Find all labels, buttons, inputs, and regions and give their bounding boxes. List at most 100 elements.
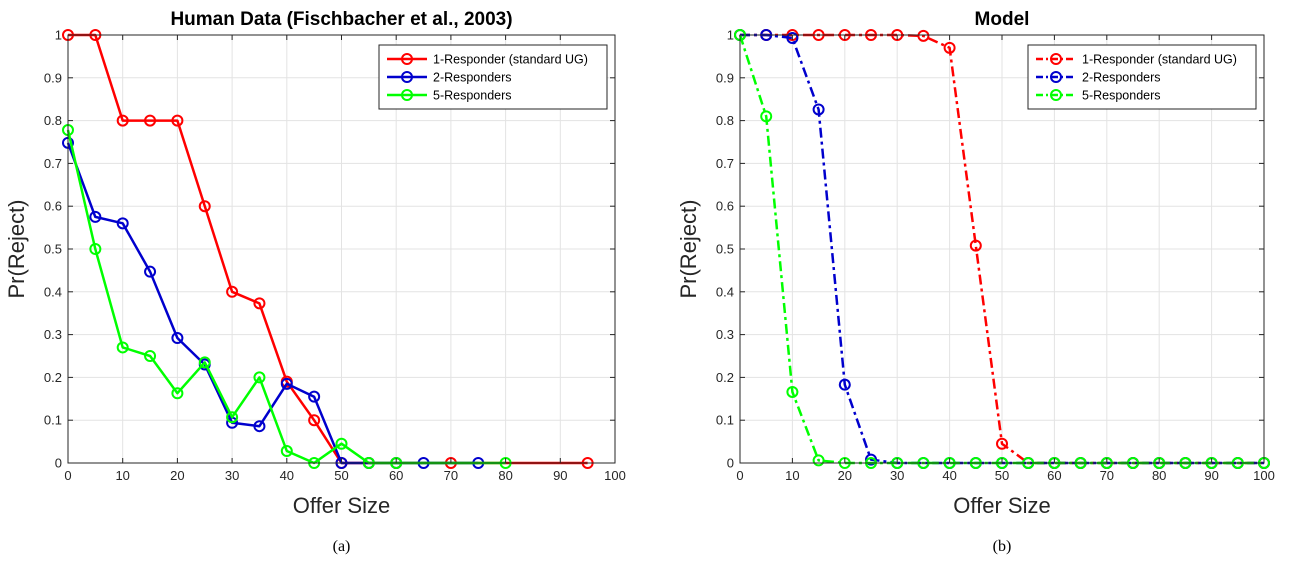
x-tick-label: 70 <box>444 468 458 483</box>
x-tick-label: 30 <box>225 468 239 483</box>
data-point <box>226 285 239 298</box>
x-tick-label: 80 <box>1152 468 1166 483</box>
x-tick-label: 70 <box>1100 468 1114 483</box>
data-point <box>253 297 266 310</box>
data-point <box>116 114 129 127</box>
data-point <box>917 29 930 42</box>
x-tick-label: 20 <box>838 468 852 483</box>
data-point <box>198 200 211 213</box>
data-point <box>144 114 157 127</box>
legend-marker <box>1050 89 1062 101</box>
data-point <box>144 350 157 362</box>
y-tick-label: 0 <box>727 456 734 471</box>
legend-marker <box>1050 53 1062 65</box>
data-point <box>943 41 956 54</box>
data-point <box>308 414 321 427</box>
x-axis-label: Offer Size <box>953 493 1050 518</box>
chart-title: Model <box>975 9 1030 30</box>
x-tick-label: 50 <box>995 468 1009 483</box>
data-point <box>308 390 321 403</box>
x-tick-label: 90 <box>553 468 567 483</box>
legend-entry-3: 5-Responders <box>433 89 512 103</box>
data-point <box>144 265 157 278</box>
figure-caption: (a) <box>333 538 351 555</box>
x-tick-label: 20 <box>170 468 184 483</box>
data-point <box>116 341 129 354</box>
data-point <box>89 210 102 223</box>
legend: 1-Responder (standard UG) 2-Responders 5-R… <box>1027 44 1257 110</box>
y-axis-label: Pr(Reject) <box>4 199 29 298</box>
chart-title: Human Data (Fischbacher et al., 2003) <box>170 9 512 30</box>
y-tick-label: 0.6 <box>44 199 62 214</box>
data-point <box>198 356 211 369</box>
x-tick-label: 100 <box>1253 468 1275 483</box>
data-point <box>226 411 239 424</box>
y-tick-label: 0.1 <box>44 413 62 428</box>
y-axis-label: Pr(Reject) <box>676 199 701 298</box>
data-point <box>116 217 129 230</box>
y-tick-label: 0 <box>55 456 62 471</box>
x-tick-label: 50 <box>334 468 348 483</box>
x-tick-label: 40 <box>280 468 294 483</box>
y-tick-label: 0.1 <box>716 413 734 428</box>
y-tick-label: 0.4 <box>716 284 734 299</box>
data-point <box>996 437 1008 450</box>
legend-marker <box>401 53 413 65</box>
data-point <box>253 420 266 433</box>
x-tick-label: 40 <box>942 468 956 483</box>
data-point <box>335 437 348 450</box>
legend-entry-3: 5-Responders <box>1082 89 1161 103</box>
y-tick-label: 0.3 <box>44 327 62 342</box>
data-point <box>812 454 825 467</box>
x-tick-label: 0 <box>736 468 743 483</box>
y-tick-label: 1 <box>727 28 734 43</box>
x-tick-label: 60 <box>389 468 403 483</box>
data-point <box>171 114 184 127</box>
data-point <box>786 31 799 44</box>
data-point <box>760 110 773 123</box>
data-point <box>253 371 266 384</box>
y-tick-label: 0.7 <box>44 156 62 171</box>
data-point <box>812 103 825 116</box>
y-tick-label: 0.3 <box>716 327 734 342</box>
data-point <box>838 378 851 391</box>
y-tick-label: 0.5 <box>716 242 734 257</box>
x-tick-label: 10 <box>785 468 799 483</box>
data-point <box>171 332 184 345</box>
data-point <box>786 385 799 398</box>
x-tick-label: 30 <box>890 468 904 483</box>
data-point <box>280 445 293 458</box>
y-tick-label: 0.6 <box>716 199 734 214</box>
x-axis-label: Offer Size <box>293 493 390 518</box>
legend-entry-2: 2-Responders <box>1082 71 1161 85</box>
y-tick-label: 0.2 <box>716 370 734 385</box>
x-tick-label: 60 <box>1047 468 1061 483</box>
legend: 1-Responder (standard UG) 2-Responders 5-R… <box>378 44 608 110</box>
data-point <box>865 453 877 466</box>
y-tick-label: 0.9 <box>716 70 734 85</box>
chart-model: 0 10 20 30 40 50 60 70 80 90 100 0 0.1 0.2 0.3 0.4 0.5 0.… <box>676 9 1275 555</box>
y-tick-label: 0.8 <box>44 113 62 128</box>
x-tick-label: 100 <box>604 468 626 483</box>
data-point <box>280 377 293 390</box>
legend-marker <box>401 71 413 83</box>
legend-marker <box>401 89 413 101</box>
data-point <box>171 387 184 400</box>
y-tick-label: 0.8 <box>716 113 734 128</box>
y-tick-label: 0.4 <box>44 284 62 299</box>
data-point <box>89 243 102 255</box>
legend-entry-1: 1-Responder (standard UG) <box>1082 53 1237 67</box>
y-tick-label: 0.2 <box>44 370 62 385</box>
x-tick-label: 10 <box>115 468 129 483</box>
chart-human-data: 0 10 20 30 40 50 60 70 80 90 100 0 0.1 0.2 0.3 0.4 0.5 0.… <box>4 9 626 555</box>
y-tick-label: 0.7 <box>716 156 734 171</box>
legend-entry-2: 2-Responders <box>433 71 512 85</box>
figure-caption: (b) <box>993 538 1012 555</box>
legend-marker <box>1050 71 1062 83</box>
x-tick-label: 90 <box>1204 468 1218 483</box>
y-tick-label: 0.9 <box>44 70 62 85</box>
x-tick-label: 80 <box>498 468 512 483</box>
y-tick-label: 0.5 <box>44 242 62 257</box>
data-point <box>969 239 982 252</box>
